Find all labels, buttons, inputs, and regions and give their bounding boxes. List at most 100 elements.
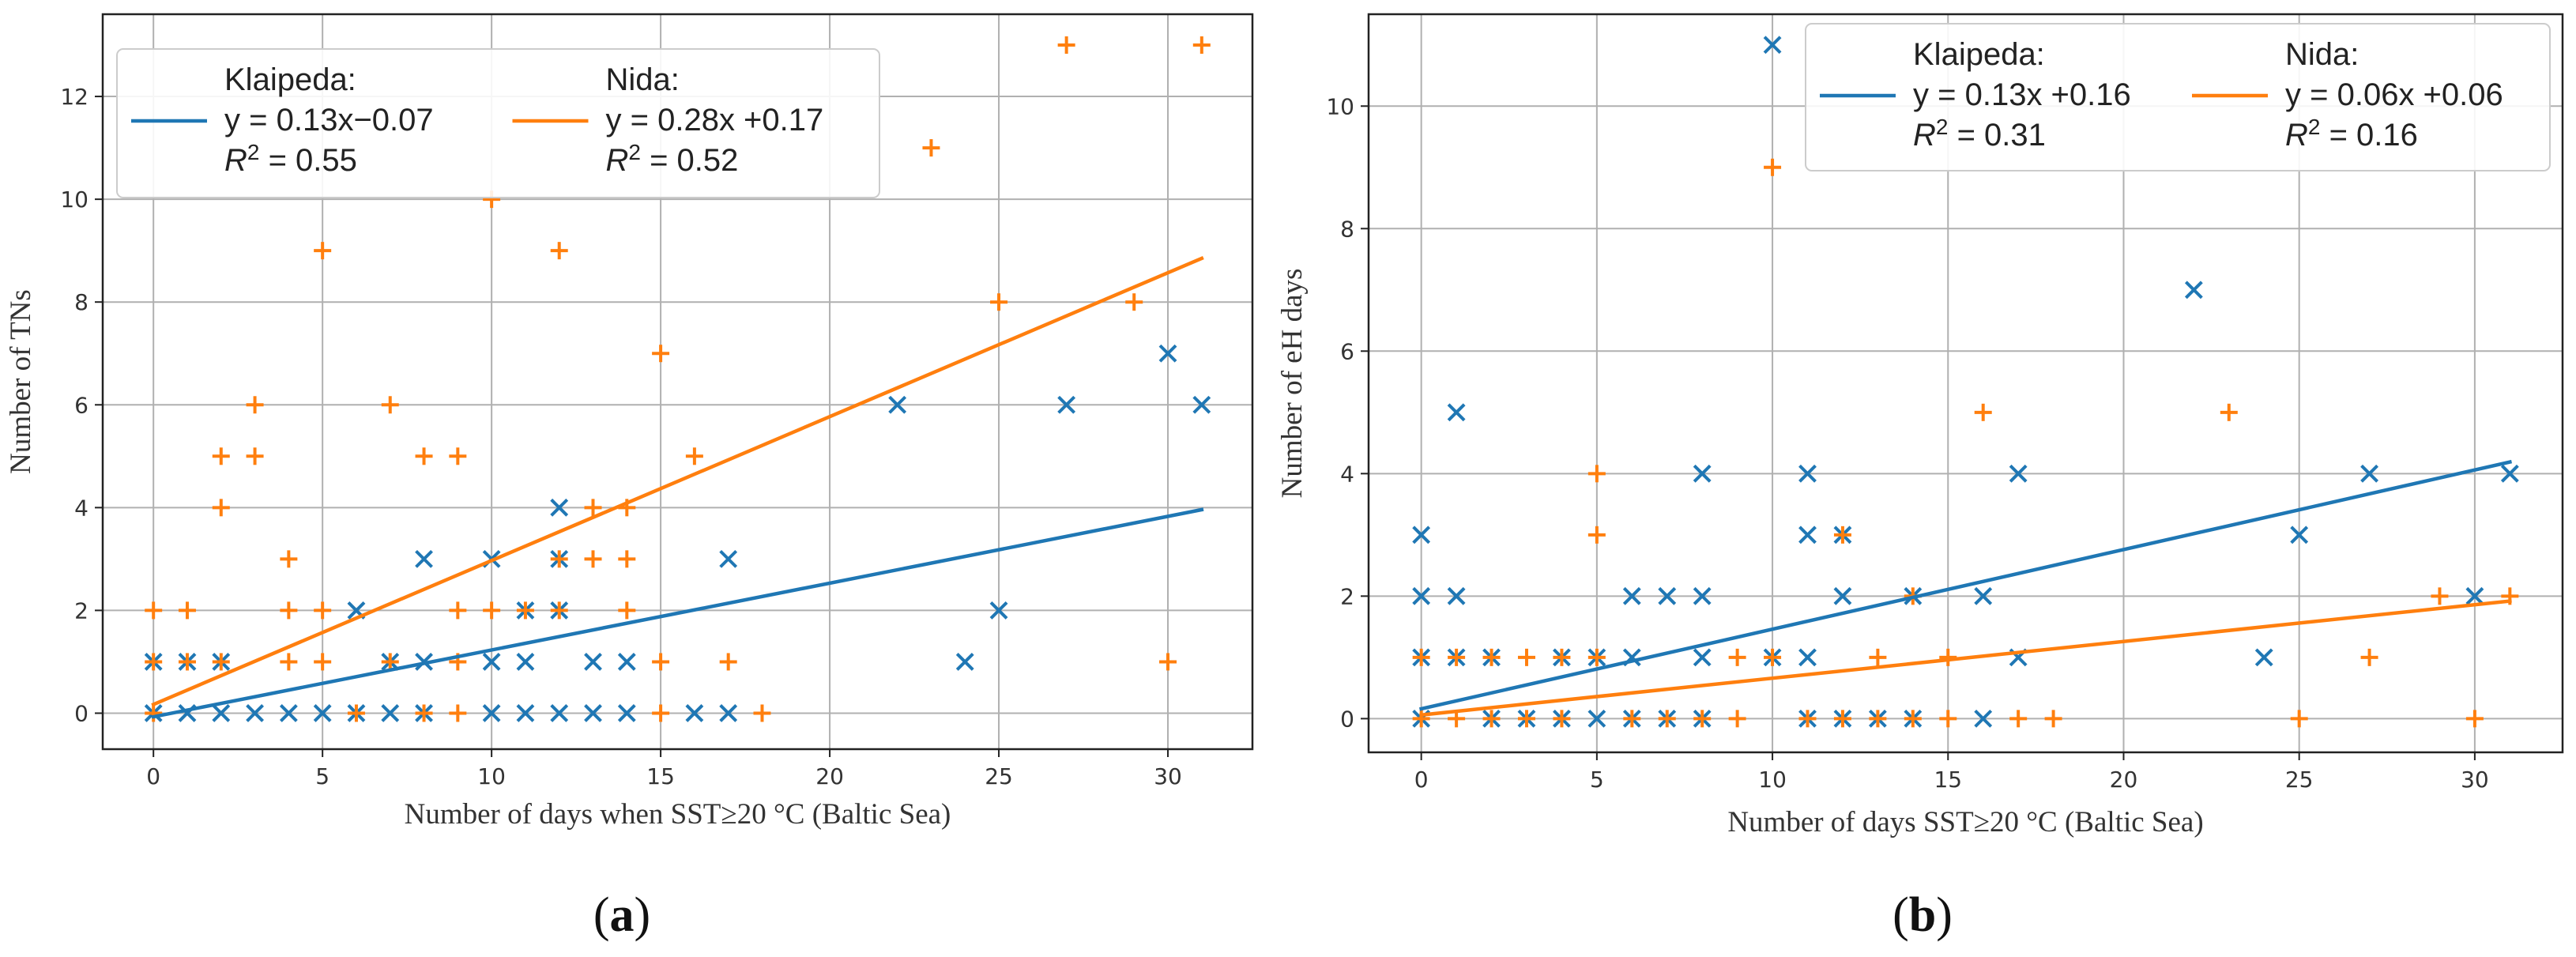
fit-line-klaipeda [1418, 459, 2513, 711]
data-point-nida [280, 550, 298, 568]
data-point-klaipeda [955, 653, 974, 671]
data-point-klaipeda [1974, 709, 1993, 728]
data-point-klaipeda [584, 653, 602, 671]
data-point-klaipeda [516, 653, 535, 671]
x-axis-label: Number of days when SST≥20 °C (Baltic Se… [405, 798, 951, 831]
data-point-nida [145, 601, 163, 620]
fit-line-klaipeda [151, 507, 1204, 719]
data-point-nida [449, 447, 467, 465]
data-point-klaipeda [1622, 586, 1641, 605]
panel-label-open-paren: ( [593, 888, 610, 942]
data-point-klaipeda [1693, 648, 1712, 667]
y-tick-label: 2 [1340, 583, 1354, 609]
r-squared-symbol: R [1913, 118, 1936, 153]
x-tick-label: 10 [477, 763, 506, 789]
data-point-nida [753, 704, 771, 722]
data-point-nida [246, 396, 264, 414]
data-point-nida [618, 601, 636, 620]
data-point-nida [381, 396, 399, 414]
data-point-nida [178, 653, 196, 671]
chart-panel-a: 0 5 10 15 20 25 30 0 2 4 6 8 10 12 Klaipeda: y = 0.13x−… [5, 13, 1254, 942]
data-point-nida [2431, 587, 2449, 605]
x-tick-label: 10 [1758, 767, 1787, 793]
data-point-klaipeda [617, 704, 636, 722]
data-point-nida [347, 704, 365, 722]
data-point-klaipeda [482, 704, 501, 722]
data-point-nida [1553, 710, 1571, 728]
data-point-nida [990, 293, 1008, 311]
y-axis-label: Number of eH days [1276, 269, 1309, 499]
r-squared-value: = 0.31 [1948, 118, 2045, 153]
x-tick-label: 20 [2110, 767, 2138, 793]
legend-text-nida-2: y = 0.06x +0.06 [2285, 77, 2503, 112]
y-tick-label: 0 [1340, 706, 1354, 732]
x-tick-label: 0 [1414, 767, 1429, 793]
data-point-nida [1125, 293, 1143, 311]
data-point-klaipeda [1158, 344, 1177, 363]
data-point-nida [1192, 36, 1211, 55]
data-point-nida [2009, 710, 2028, 728]
y-tick-label: 10 [1326, 93, 1354, 119]
y-tick-label: 0 [74, 700, 89, 726]
data-point-nida [550, 550, 568, 568]
data-point-nida [1412, 648, 1430, 666]
data-point-nida [1482, 710, 1501, 728]
x-tick-label: 25 [2285, 767, 2314, 793]
data-point-nida [1764, 158, 1782, 176]
series-klaipeda-points [144, 344, 1211, 722]
x-axis-label: Number of days SST≥20 °C (Baltic Sea) [1727, 806, 2203, 838]
data-point-klaipeda [246, 704, 264, 722]
legend-text-klaipeda-1: Klaipeda: [1913, 37, 2045, 72]
data-point-nida [280, 601, 298, 620]
data-point-nida [449, 704, 467, 722]
data-point-nida [1587, 526, 1606, 544]
r-squared-exponent: 2 [2308, 115, 2321, 139]
chart-panel-b: 0 5 10 15 20 25 30 0 2 4 6 8 10 Klaipeda: y = 0.13x +0… [1276, 13, 2564, 942]
y-tick-label: 2 [74, 597, 89, 624]
data-point-klaipeda [2465, 586, 2484, 605]
data-point-nida [314, 601, 332, 620]
data-point-nida [1517, 710, 1535, 728]
x-tick-label: 20 [815, 763, 844, 789]
data-point-nida [1728, 648, 1746, 666]
data-point-klaipeda [2009, 464, 2028, 483]
data-point-nida [1057, 36, 1075, 55]
data-point-nida [1728, 710, 1746, 728]
data-point-klaipeda [415, 549, 433, 568]
r-squared-exponent: 2 [628, 140, 641, 164]
data-point-nida [1412, 710, 1430, 728]
data-point-nida [2220, 403, 2238, 421]
data-point-nida [415, 447, 433, 465]
data-point-klaipeda [482, 653, 501, 671]
data-point-klaipeda [685, 704, 704, 722]
data-point-klaipeda [1587, 709, 1606, 728]
data-point-nida [652, 653, 670, 671]
x-tick-label: 30 [2461, 767, 2489, 793]
axis-ticks: 0 5 10 15 20 25 30 0 2 4 6 8 10 12 [60, 84, 1181, 789]
r-squared-value: = 0.55 [259, 143, 356, 178]
data-point-nida [314, 242, 332, 260]
data-point-klaipeda [617, 653, 636, 671]
legend-text-klaipeda-2: y = 0.13x−0.07 [224, 103, 434, 138]
data-point-nida [1833, 526, 1851, 544]
y-tick-label: 10 [60, 187, 89, 213]
data-point-nida [1939, 710, 1957, 728]
data-point-nida [719, 653, 737, 671]
data-point-klaipeda [584, 704, 602, 722]
data-point-nida [1833, 710, 1851, 728]
data-point-nida [584, 499, 602, 517]
data-point-nida [314, 653, 332, 671]
data-point-nida [449, 601, 467, 620]
data-point-klaipeda [212, 704, 231, 722]
data-point-klaipeda [1798, 648, 1817, 667]
data-point-nida [685, 447, 703, 465]
panel-label-close-paren: ) [1936, 888, 1953, 942]
data-point-nida [145, 653, 163, 671]
data-point-klaipeda [1974, 586, 1993, 605]
legend-box [116, 48, 880, 198]
fit-line-nida [151, 255, 1204, 707]
data-point-nida [178, 601, 196, 620]
y-tick-label: 6 [1340, 338, 1354, 364]
data-point-klaipeda [1763, 36, 1782, 55]
